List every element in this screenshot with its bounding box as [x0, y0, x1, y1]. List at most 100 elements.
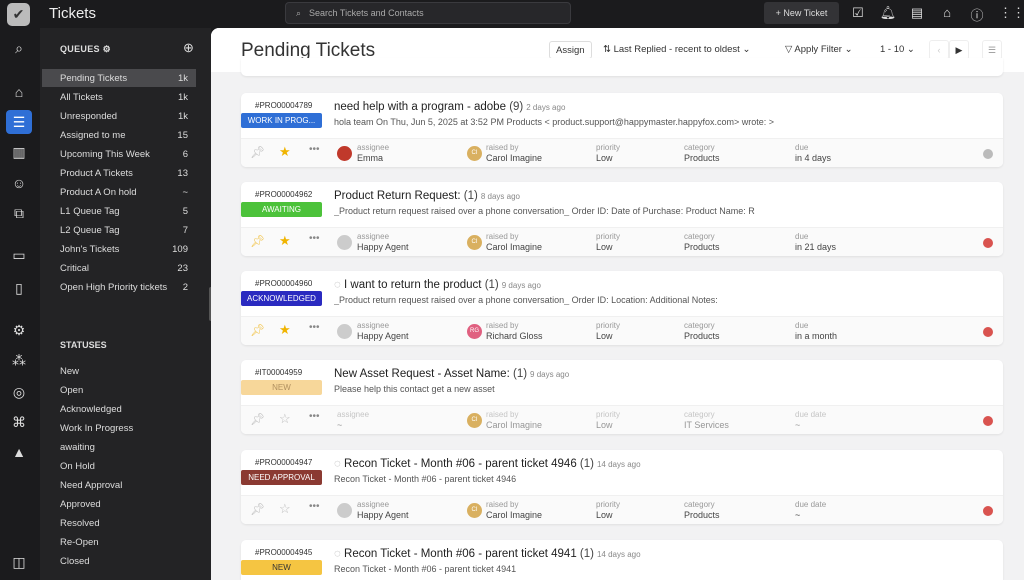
status-item[interactable]: Closed	[60, 556, 90, 567]
contacts-icon[interactable]: ☺	[11, 175, 27, 191]
category-value[interactable]: Products	[684, 331, 720, 341]
queue-item[interactable]: Product A On hold ~	[60, 187, 188, 198]
new-ticket-button[interactable]: + New Ticket	[764, 2, 839, 24]
status-item[interactable]: Resolved	[60, 518, 100, 529]
more-options-icon[interactable]: •••	[309, 233, 320, 244]
reports-icon[interactable]: ▥	[12, 144, 26, 160]
raised-by-value[interactable]: Carol Imagine	[486, 510, 543, 520]
pin-icon[interactable]: 📌︎	[250, 412, 266, 426]
due-value[interactable]: ~	[795, 510, 801, 520]
ticket-subject[interactable]: ◌ Recon Ticket - Month #06 - parent tick…	[334, 458, 641, 470]
category-value[interactable]: IT Services	[684, 420, 729, 430]
ticket-id[interactable]: #PRO00004962	[255, 190, 313, 199]
integrations-icon[interactable]: ◎	[12, 384, 26, 400]
status-item[interactable]: Acknowledged	[60, 404, 122, 415]
assignee-value[interactable]: Happy Agent	[357, 242, 409, 252]
ticket-card-partial[interactable]	[241, 58, 1003, 76]
raised-by-value[interactable]: Carol Imagine	[486, 420, 543, 430]
category-value[interactable]: Products	[684, 510, 720, 520]
star-icon[interactable]: ☆	[279, 501, 291, 516]
status-badge[interactable]: NEW	[241, 560, 322, 575]
status-badge[interactable]: NEED APPROVAL	[241, 470, 322, 485]
star-icon[interactable]: ★	[279, 322, 291, 337]
ticket-subject[interactable]: ◌ Recon Ticket - Month #06 - parent tick…	[334, 548, 641, 560]
pin-icon[interactable]: 📌︎	[250, 323, 266, 337]
queue-item[interactable]: L2 Queue Tag 7	[60, 225, 188, 236]
pagination-dropdown[interactable]: 1 - 10 ⌄	[880, 44, 915, 55]
queue-item[interactable]: All Tickets 1k	[60, 92, 188, 103]
more-options-icon[interactable]: •••	[309, 144, 320, 155]
status-item[interactable]: Open	[60, 385, 84, 396]
ticket-id[interactable]: #PRO00004945	[255, 548, 313, 557]
status-badge[interactable]: NEW	[241, 380, 322, 395]
analytics-icon[interactable]: ▲	[12, 444, 26, 460]
priority-value[interactable]: Low	[596, 153, 613, 163]
ticket-id[interactable]: #IT00004959	[255, 368, 303, 377]
pin-icon[interactable]: 📌︎	[250, 234, 266, 248]
prev-page-button[interactable]: ‹	[929, 40, 949, 60]
app-logo-icon[interactable]: ✔	[7, 3, 30, 26]
raised-by-value[interactable]: Carol Imagine	[486, 242, 543, 252]
due-value[interactable]: in a month	[795, 331, 838, 341]
more-options-icon[interactable]: •••	[309, 501, 320, 512]
inbox-icon[interactable]: ▭	[12, 247, 26, 263]
ticket-subject[interactable]: need help with a program - adobe (9) 2 da…	[334, 101, 566, 113]
ticket-card[interactable]: #PRO00004947 NEED APPROVAL ◌ Recon Ticke…	[241, 450, 1003, 524]
ticket-id[interactable]: #PRO00004789	[255, 101, 313, 110]
settings-icon[interactable]: ⚙	[12, 322, 26, 338]
panel-toggle-icon[interactable]: ◫	[12, 554, 26, 570]
status-badge[interactable]: AWAITING	[241, 202, 322, 217]
status-item[interactable]: awaiting	[60, 442, 95, 453]
assignee-value[interactable]: ~	[337, 420, 343, 430]
status-item[interactable]: Re-Open	[60, 537, 99, 548]
knowledge-base-icon[interactable]: ▯	[15, 280, 23, 296]
queue-item[interactable]: Upcoming This Week 6	[60, 149, 188, 160]
apply-filter-dropdown[interactable]: ▽ Apply Filter ⌄	[785, 44, 853, 55]
search-input[interactable]: ⌕ Search Tickets and Contacts	[285, 2, 571, 24]
pin-icon[interactable]: 📌︎	[250, 502, 266, 516]
status-item[interactable]: Work In Progress	[60, 423, 134, 434]
due-value[interactable]: ~	[795, 420, 801, 430]
apps-grid-icon[interactable]: ⋮⋮	[999, 5, 1024, 20]
pin-icon[interactable]: 📌︎	[250, 145, 266, 159]
ticket-subject[interactable]: New Asset Request - Asset Name: (1) 9 day…	[334, 368, 570, 380]
more-options-icon[interactable]: •••	[309, 411, 320, 422]
status-item[interactable]: On Hold	[60, 461, 95, 472]
ticket-id[interactable]: #PRO00004960	[255, 279, 313, 288]
due-value[interactable]: in 4 days	[795, 153, 832, 163]
star-icon[interactable]: ★	[279, 144, 291, 159]
sort-dropdown[interactable]: ⇅ Last Replied - recent to oldest ⌄	[603, 44, 751, 55]
command-icon[interactable]: ⌘	[12, 414, 26, 430]
ticket-id[interactable]: #PRO00004947	[255, 458, 313, 467]
ticket-subject[interactable]: Product Return Request: (1) 8 days ago	[334, 190, 520, 202]
queue-item[interactable]: Open High Priority tickets 2	[60, 282, 188, 293]
status-item[interactable]: Approved	[60, 499, 101, 510]
academy-icon[interactable]: ⌂	[943, 5, 951, 20]
assign-button[interactable]: Assign	[549, 41, 592, 59]
ticket-card[interactable]: #IT00004959 NEW New Asset Request - Asse…	[241, 360, 1003, 434]
category-value[interactable]: Products	[684, 153, 720, 163]
queue-item[interactable]: Product A Tickets 13	[60, 168, 188, 179]
star-icon[interactable]: ☆	[279, 411, 291, 426]
priority-value[interactable]: Low	[596, 420, 613, 430]
more-options-icon[interactable]: •••	[309, 322, 320, 333]
ticket-card[interactable]: #PRO00004962 AWAITING Product Return Req…	[241, 182, 1003, 256]
ticket-card[interactable]: #PRO00004960 ACKNOWLEDGED ◌ I want to re…	[241, 271, 1003, 345]
status-item[interactable]: New	[60, 366, 80, 377]
workflow-icon[interactable]: ⁂	[12, 352, 26, 368]
priority-value[interactable]: Low	[596, 242, 613, 252]
queue-item[interactable]: John's Tickets 109	[60, 244, 188, 255]
kb-icon[interactable]: ▤	[910, 5, 924, 20]
star-icon[interactable]: ★	[279, 233, 291, 248]
priority-value[interactable]: Low	[596, 331, 613, 341]
raised-by-value[interactable]: Carol Imagine	[486, 153, 543, 163]
bell-icon[interactable]: 🔔︎	[879, 5, 897, 20]
help-icon[interactable]: ⓘ	[970, 8, 984, 23]
raised-by-value[interactable]: Richard Gloss	[486, 331, 543, 341]
assignee-value[interactable]: Happy Agent	[357, 510, 409, 520]
queue-item[interactable]: Unresponded 1k	[60, 111, 188, 122]
ticket-card[interactable]: #PRO00004789 WORK IN PROG... need help w…	[241, 93, 1003, 167]
due-value[interactable]: in 21 days	[795, 242, 837, 252]
assignee-value[interactable]: Happy Agent	[357, 331, 409, 341]
next-page-button[interactable]: ▶	[949, 40, 969, 60]
